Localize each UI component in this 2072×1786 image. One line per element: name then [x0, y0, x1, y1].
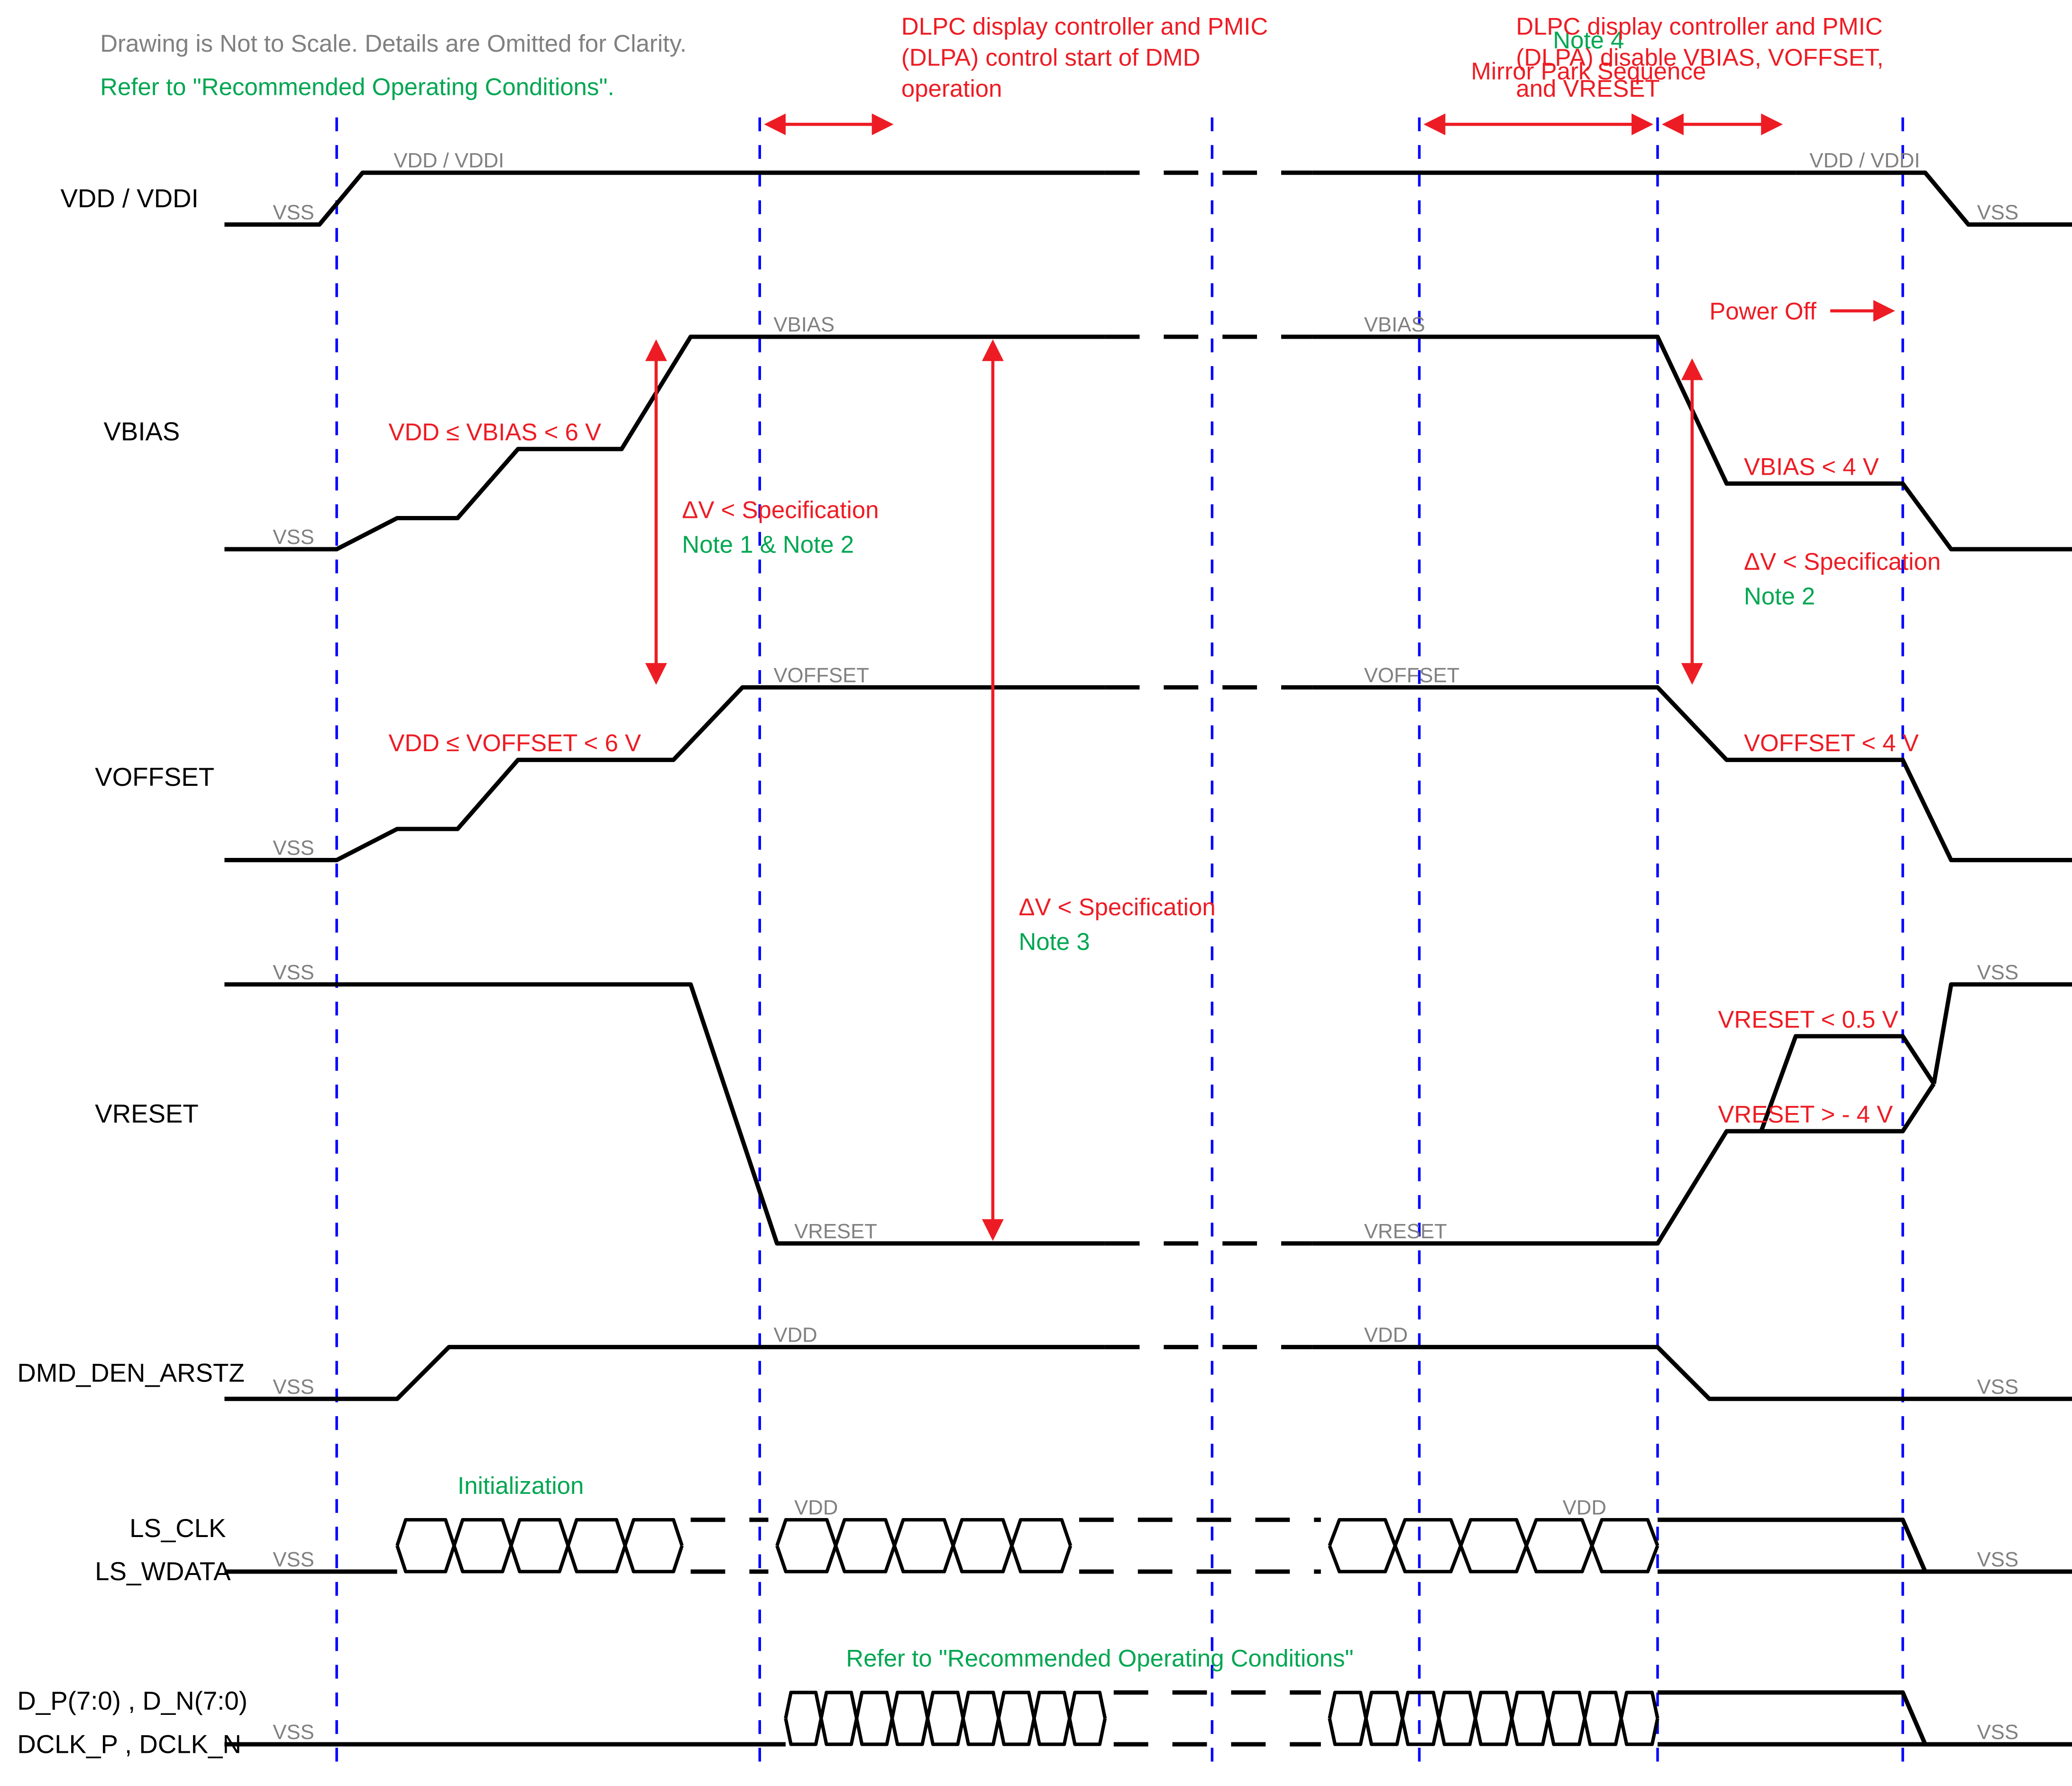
note-refer: Refer to "Recommended Operating Conditio…	[100, 73, 614, 100]
vreset-left	[224, 985, 1105, 1243]
label-ls-wdata: LS_WDATA	[95, 1557, 231, 1586]
note-dlpc-start-2: (DLPA) control start of DMD	[901, 44, 1201, 71]
label-vbias: VBIAS	[103, 417, 180, 446]
dp-bus1-top	[786, 1693, 1105, 1719]
vbias-cond-rise: VDD ≤ VBIAS < 6 V	[388, 419, 601, 446]
vbias-cond-fall: VBIAS < 4 V	[1744, 453, 1879, 480]
dmd-left	[224, 1347, 1105, 1399]
vbias-green-r: Note 2	[1744, 583, 1815, 610]
vss-vreset-r: VSS	[1977, 961, 2018, 984]
note-dlpc-dis-3: and VRESET	[1516, 75, 1659, 102]
vreset-dv: ΔV < Specification	[1019, 893, 1216, 921]
note-dlpc-start-3: operation	[901, 75, 1002, 102]
vreset-end	[1934, 985, 2072, 1084]
vdd-high-r: VDD / VDDI	[1809, 149, 1920, 172]
vss-dmd-l: VSS	[273, 1375, 314, 1399]
vdd-left	[224, 173, 1105, 224]
vss-vreset-l: VSS	[273, 961, 314, 984]
ls-bus1-top	[397, 1520, 682, 1546]
note-dlpc-start-1: DLPC display controller and PMIC	[901, 13, 1268, 40]
vbias-high-l: VBIAS	[773, 313, 834, 336]
dp-bus2-top	[1329, 1693, 1658, 1719]
ls-bus1-bot	[397, 1546, 682, 1572]
voff-cond-rise: VDD ≤ VOFFSET < 6 V	[388, 729, 641, 756]
vreset-cond-top: VRESET < 0.5 V	[1718, 1006, 1898, 1033]
vbias-left	[224, 337, 1105, 549]
timing-diagram: Drawing is Not to Scale. Details are Omi…	[0, 0, 2072, 1786]
vss-vdd-r: VSS	[1977, 201, 2018, 224]
label-vreset: VRESET	[95, 1099, 198, 1128]
vss-ls-r: VSS	[1977, 1548, 2018, 1571]
vss-dmd-r: VSS	[1977, 1375, 2018, 1399]
label-dmd-den: DMD_DEN_ARSTZ	[17, 1358, 244, 1387]
vdd-ls-r: VDD	[1563, 1496, 1606, 1519]
vdd-dmd-r: VDD	[1364, 1324, 1408, 1347]
vdd-high-l: VDD / VDDI	[394, 149, 504, 172]
note-dlpc-dis-1: DLPC display controller and PMIC	[1516, 13, 1882, 40]
ls-bus2-top	[777, 1520, 1071, 1546]
dp-bus2-bot	[1329, 1718, 1658, 1744]
vreset-green: Note 3	[1019, 928, 1090, 955]
vss-vdd-l: VSS	[273, 201, 314, 224]
voff-high-l: VOFFSET	[773, 663, 869, 687]
note-scale: Drawing is Not to Scale. Details are Omi…	[100, 30, 687, 57]
label-voffset: VOFFSET	[95, 763, 214, 792]
ls-init: Initialization	[458, 1472, 584, 1499]
label-dclk: DCLK_P , DCLK_N	[17, 1730, 241, 1758]
dp-refer: Refer to "Recommended Operating Conditio…	[846, 1645, 1353, 1672]
voff-left	[224, 687, 1105, 860]
vreset-low-l: VRESET	[794, 1220, 877, 1243]
vss-vbias-l: VSS	[273, 525, 314, 549]
vbias-dv-l: ΔV < Specification	[682, 496, 879, 523]
ls-bus2-bot	[777, 1546, 1071, 1572]
vdd-dmd-l: VDD	[773, 1324, 817, 1347]
dmd-right	[1312, 1347, 2072, 1399]
vbias-dv-r: ΔV < Specification	[1744, 548, 1941, 575]
vdd-right	[1796, 173, 2072, 224]
vbias-high-r: VBIAS	[1364, 313, 1425, 336]
voff-high-r: VOFFSET	[1364, 663, 1459, 687]
vss-voff-l: VSS	[273, 837, 314, 860]
vbias-green-l: Note 1 & Note 2	[682, 531, 854, 558]
voff-right	[1312, 687, 2072, 860]
vreset-cond-bot: VRESET > - 4 V	[1718, 1101, 1893, 1128]
ls-bus3-top	[1329, 1520, 1658, 1546]
label-vdd: VDD / VDDI	[60, 184, 198, 213]
voff-cond-fall: VOFFSET < 4 V	[1744, 729, 1919, 756]
label-dp: D_P(7:0) , D_N(7:0)	[17, 1686, 248, 1715]
ls-bus3-bot	[1329, 1546, 1658, 1572]
label-ls-clk: LS_CLK	[129, 1514, 226, 1543]
vdd-ls: VDD	[794, 1496, 838, 1519]
vss-ls-l: VSS	[273, 1548, 314, 1571]
power-off-label: Power Off	[1709, 298, 1817, 325]
vreset-low-r: VRESET	[1364, 1220, 1447, 1243]
vss-dp-l: VSS	[273, 1721, 314, 1744]
vss-dp-r: VSS	[1977, 1721, 2018, 1744]
note-dlpc-dis-2: (DLPA) disable VBIAS, VOFFSET,	[1516, 44, 1883, 71]
dp-bus1-bot	[786, 1718, 1105, 1744]
